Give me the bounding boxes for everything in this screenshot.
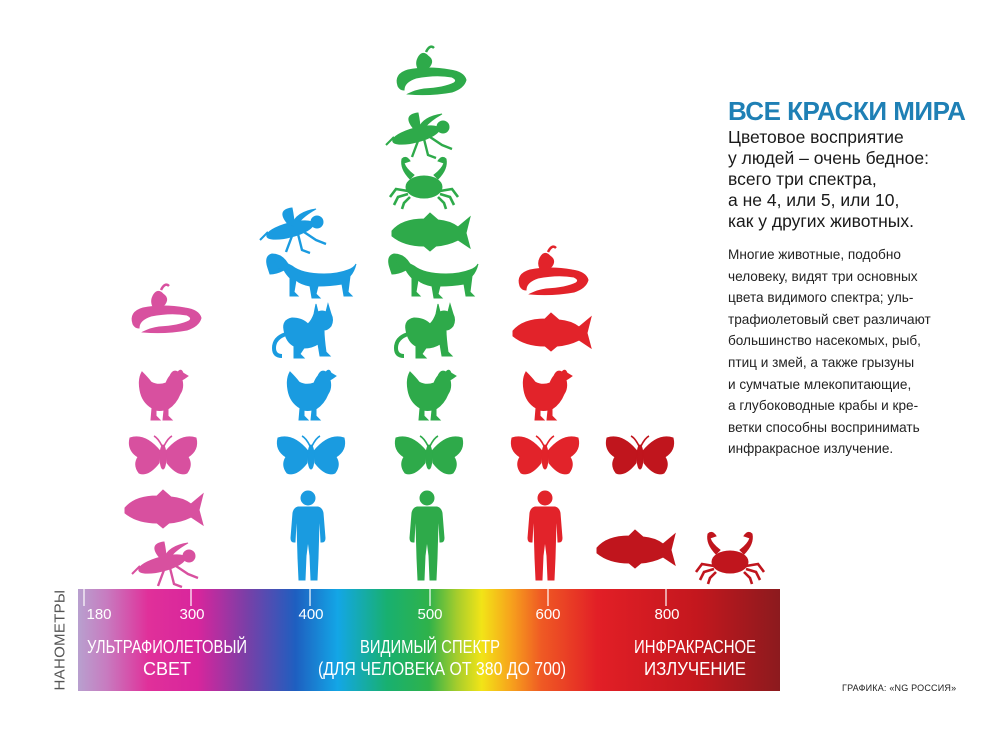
spectrum-bar <box>78 589 780 691</box>
snake-icon <box>517 245 590 296</box>
fish-icon <box>596 529 676 569</box>
column-green <box>384 45 479 581</box>
headline: ВСЕ КРАСКИ МИРА <box>728 96 966 126</box>
body-line: трафиолетовый свет различают <box>728 311 931 327</box>
butterfly-icon <box>605 435 675 475</box>
body-line: большинство насекомых, рыб, <box>728 333 921 349</box>
body-text: Многие животные, подобно человеку, видят… <box>728 244 993 460</box>
butterfly-icon <box>276 435 346 475</box>
butterfly-icon <box>394 435 464 475</box>
band-ir-line1: ИНФРАКРАСНОЕ <box>634 637 756 657</box>
chicken-icon <box>406 369 457 421</box>
lead-text: Цветовое восприятие у людей – очень бедн… <box>728 127 988 232</box>
body-line: цвета видимого спектра; уль- <box>728 290 914 306</box>
butterfly-icon <box>510 435 580 475</box>
tick-label: 600 <box>535 606 560 623</box>
chicken-icon <box>286 369 337 421</box>
cat-icon <box>394 302 457 360</box>
snake-icon <box>130 283 203 334</box>
butterfly-icon <box>128 435 198 475</box>
tick-marks <box>83 589 667 606</box>
crab-icon <box>388 156 460 211</box>
band-visible-line1: ВИДИМЫЙ СПЕКТР <box>360 636 500 657</box>
lead-line: у людей – очень бедное: <box>728 148 929 168</box>
column-blue <box>258 206 357 581</box>
fly-icon <box>384 111 454 160</box>
body-line: Многие животные, подобно <box>728 247 901 262</box>
dog-icon <box>266 253 357 299</box>
band-ir-line2: ИЗЛУЧЕНИЕ <box>644 659 746 679</box>
lead-line: всего три спектра, <box>728 169 877 189</box>
lead-line: Цветовое восприятие <box>728 127 904 147</box>
fly-icon <box>130 540 200 589</box>
crab-icon <box>694 531 766 586</box>
column-uv <box>124 283 204 589</box>
body-line: и сумчатые млекопитающие, <box>728 376 912 392</box>
human-icon <box>527 490 563 581</box>
chicken-icon <box>522 369 573 421</box>
column-red <box>510 245 592 581</box>
tick-label: 800 <box>654 606 679 623</box>
graphics-credit: ГРАФИКА: «NG РОССИЯ» <box>842 683 957 693</box>
body-line: инфракрасное излучение. <box>728 441 894 457</box>
body-line: ветки способны воспринимать <box>728 419 920 435</box>
tick-label: 180 <box>86 606 111 623</box>
body-line: человеку, видят три основных <box>728 268 918 284</box>
snake-icon <box>395 45 468 96</box>
fish-icon <box>512 312 592 352</box>
band-uv-line1: УЛЬТРАФИОЛЕТОВЫЙ <box>87 636 247 657</box>
tick-label: 300 <box>179 606 204 623</box>
band-uv-line2: СВЕТ <box>143 659 191 679</box>
band-visible-line2: (ДЛЯ ЧЕЛОВЕКА ОТ 380 ДО 700) <box>318 659 566 679</box>
tick-label: 400 <box>298 606 323 623</box>
fish-icon <box>391 212 471 252</box>
axis-label: НАНОМЕТРЫ <box>51 589 69 691</box>
tick-label: 500 <box>417 606 442 623</box>
lead-line: как у других животных. <box>728 211 914 231</box>
fish-icon <box>124 489 204 529</box>
chicken-icon <box>138 369 189 421</box>
human-icon <box>409 490 445 581</box>
dog-icon <box>388 253 479 299</box>
body-line: птиц и змей, а также грызуны <box>728 354 915 370</box>
cat-icon <box>272 302 335 360</box>
lead-line: а не 4, или 5, или 10, <box>728 190 900 210</box>
human-icon <box>290 490 326 581</box>
fly-icon <box>258 206 328 255</box>
body-line: а глубоководные крабы и кре- <box>728 398 919 414</box>
